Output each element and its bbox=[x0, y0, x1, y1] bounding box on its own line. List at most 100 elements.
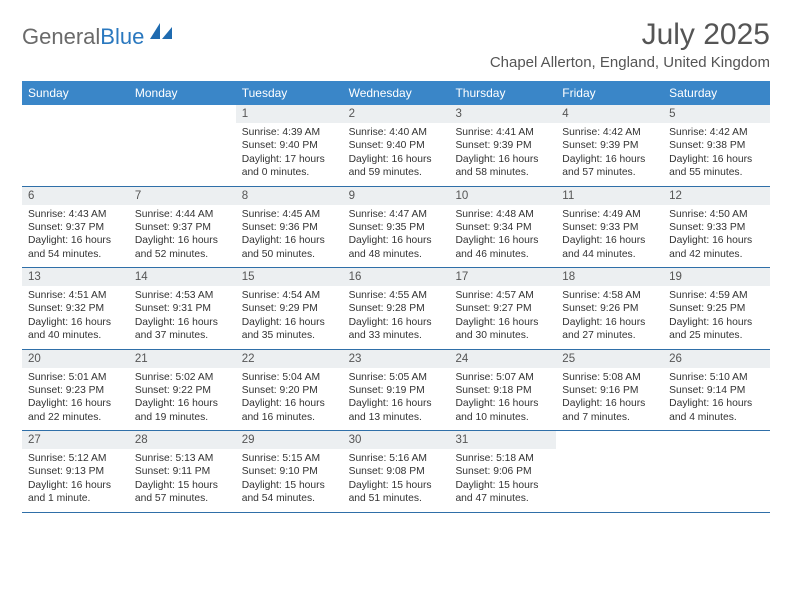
brand-logo: GeneralBlue bbox=[22, 24, 174, 50]
sunset-line: Sunset: 9:16 PM bbox=[562, 384, 657, 397]
day-number: 9 bbox=[343, 187, 450, 205]
daylight-line: Daylight: 16 hours and 16 minutes. bbox=[242, 397, 337, 424]
day-cell: 27Sunrise: 5:12 AMSunset: 9:13 PMDayligh… bbox=[22, 431, 129, 512]
sunset-line: Sunset: 9:36 PM bbox=[242, 221, 337, 234]
daylight-line: Daylight: 16 hours and 33 minutes. bbox=[349, 316, 444, 343]
day-number: 21 bbox=[129, 350, 236, 368]
day-body: Sunrise: 5:08 AMSunset: 9:16 PMDaylight:… bbox=[556, 368, 663, 431]
sunset-line: Sunset: 9:10 PM bbox=[242, 465, 337, 478]
day-cell: 3Sunrise: 4:41 AMSunset: 9:39 PMDaylight… bbox=[449, 105, 556, 186]
sunrise-line: Sunrise: 5:04 AM bbox=[242, 371, 337, 384]
day-body: Sunrise: 4:45 AMSunset: 9:36 PMDaylight:… bbox=[236, 205, 343, 268]
sunrise-line: Sunrise: 4:41 AM bbox=[455, 126, 550, 139]
sunrise-line: Sunrise: 5:05 AM bbox=[349, 371, 444, 384]
day-body bbox=[129, 111, 236, 165]
sunrise-line: Sunrise: 5:15 AM bbox=[242, 452, 337, 465]
calendar-page: GeneralBlue July 2025 Chapel Allerton, E… bbox=[0, 0, 792, 523]
day-cell: 22Sunrise: 5:04 AMSunset: 9:20 PMDayligh… bbox=[236, 350, 343, 431]
day-cell: 23Sunrise: 5:05 AMSunset: 9:19 PMDayligh… bbox=[343, 350, 450, 431]
day-number: 26 bbox=[663, 350, 770, 368]
sunset-line: Sunset: 9:23 PM bbox=[28, 384, 123, 397]
daylight-line: Daylight: 16 hours and 35 minutes. bbox=[242, 316, 337, 343]
day-number: 18 bbox=[556, 268, 663, 286]
day-cell: 29Sunrise: 5:15 AMSunset: 9:10 PMDayligh… bbox=[236, 431, 343, 512]
day-number: 13 bbox=[22, 268, 129, 286]
sunrise-line: Sunrise: 4:59 AM bbox=[669, 289, 764, 302]
daylight-line: Daylight: 16 hours and 22 minutes. bbox=[28, 397, 123, 424]
day-cell: 13Sunrise: 4:51 AMSunset: 9:32 PMDayligh… bbox=[22, 268, 129, 349]
day-body: Sunrise: 4:58 AMSunset: 9:26 PMDaylight:… bbox=[556, 286, 663, 349]
sunset-line: Sunset: 9:28 PM bbox=[349, 302, 444, 315]
day-body: Sunrise: 5:13 AMSunset: 9:11 PMDaylight:… bbox=[129, 449, 236, 512]
daylight-line: Daylight: 16 hours and 7 minutes. bbox=[562, 397, 657, 424]
day-cell: 4Sunrise: 4:42 AMSunset: 9:39 PMDaylight… bbox=[556, 105, 663, 186]
day-cell: 20Sunrise: 5:01 AMSunset: 9:23 PMDayligh… bbox=[22, 350, 129, 431]
dow-cell: Sunday bbox=[22, 81, 129, 105]
sunrise-line: Sunrise: 4:44 AM bbox=[135, 208, 230, 221]
day-number: 14 bbox=[129, 268, 236, 286]
dow-cell: Wednesday bbox=[343, 81, 450, 105]
sunset-line: Sunset: 9:33 PM bbox=[562, 221, 657, 234]
day-cell: 1Sunrise: 4:39 AMSunset: 9:40 PMDaylight… bbox=[236, 105, 343, 186]
day-cell: 16Sunrise: 4:55 AMSunset: 9:28 PMDayligh… bbox=[343, 268, 450, 349]
day-body: Sunrise: 4:41 AMSunset: 9:39 PMDaylight:… bbox=[449, 123, 556, 186]
day-body: Sunrise: 5:16 AMSunset: 9:08 PMDaylight:… bbox=[343, 449, 450, 512]
day-body: Sunrise: 4:53 AMSunset: 9:31 PMDaylight:… bbox=[129, 286, 236, 349]
dow-cell: Thursday bbox=[449, 81, 556, 105]
day-cell bbox=[663, 431, 770, 512]
day-number: 23 bbox=[343, 350, 450, 368]
day-number: 30 bbox=[343, 431, 450, 449]
day-body: Sunrise: 4:50 AMSunset: 9:33 PMDaylight:… bbox=[663, 205, 770, 268]
day-cell: 19Sunrise: 4:59 AMSunset: 9:25 PMDayligh… bbox=[663, 268, 770, 349]
sunset-line: Sunset: 9:18 PM bbox=[455, 384, 550, 397]
day-cell: 26Sunrise: 5:10 AMSunset: 9:14 PMDayligh… bbox=[663, 350, 770, 431]
day-cell: 11Sunrise: 4:49 AMSunset: 9:33 PMDayligh… bbox=[556, 187, 663, 268]
day-cell: 5Sunrise: 4:42 AMSunset: 9:38 PMDaylight… bbox=[663, 105, 770, 186]
daylight-line: Daylight: 17 hours and 0 minutes. bbox=[242, 153, 337, 180]
day-cell: 24Sunrise: 5:07 AMSunset: 9:18 PMDayligh… bbox=[449, 350, 556, 431]
dow-cell: Saturday bbox=[663, 81, 770, 105]
title-block: July 2025 Chapel Allerton, England, Unit… bbox=[490, 18, 770, 71]
brand-part1: General bbox=[22, 24, 100, 50]
sunset-line: Sunset: 9:38 PM bbox=[669, 139, 764, 152]
day-body: Sunrise: 5:12 AMSunset: 9:13 PMDaylight:… bbox=[22, 449, 129, 512]
daylight-line: Daylight: 16 hours and 25 minutes. bbox=[669, 316, 764, 343]
daylight-line: Daylight: 16 hours and 59 minutes. bbox=[349, 153, 444, 180]
sunrise-line: Sunrise: 5:13 AM bbox=[135, 452, 230, 465]
dow-cell: Monday bbox=[129, 81, 236, 105]
day-cell: 25Sunrise: 5:08 AMSunset: 9:16 PMDayligh… bbox=[556, 350, 663, 431]
sunrise-line: Sunrise: 4:42 AM bbox=[669, 126, 764, 139]
day-body: Sunrise: 4:49 AMSunset: 9:33 PMDaylight:… bbox=[556, 205, 663, 268]
page-header: GeneralBlue July 2025 Chapel Allerton, E… bbox=[22, 18, 770, 71]
daylight-line: Daylight: 16 hours and 19 minutes. bbox=[135, 397, 230, 424]
sunset-line: Sunset: 9:31 PM bbox=[135, 302, 230, 315]
sunrise-line: Sunrise: 4:49 AM bbox=[562, 208, 657, 221]
sunrise-line: Sunrise: 5:16 AM bbox=[349, 452, 444, 465]
sunrise-line: Sunrise: 4:42 AM bbox=[562, 126, 657, 139]
day-body: Sunrise: 4:43 AMSunset: 9:37 PMDaylight:… bbox=[22, 205, 129, 268]
day-body: Sunrise: 5:18 AMSunset: 9:06 PMDaylight:… bbox=[449, 449, 556, 512]
day-number: 31 bbox=[449, 431, 556, 449]
sunset-line: Sunset: 9:20 PM bbox=[242, 384, 337, 397]
day-number: 17 bbox=[449, 268, 556, 286]
daylight-line: Daylight: 16 hours and 10 minutes. bbox=[455, 397, 550, 424]
sunrise-line: Sunrise: 4:58 AM bbox=[562, 289, 657, 302]
day-cell: 17Sunrise: 4:57 AMSunset: 9:27 PMDayligh… bbox=[449, 268, 556, 349]
sunset-line: Sunset: 9:32 PM bbox=[28, 302, 123, 315]
day-number: 4 bbox=[556, 105, 663, 123]
daylight-line: Daylight: 16 hours and 30 minutes. bbox=[455, 316, 550, 343]
sunrise-line: Sunrise: 4:48 AM bbox=[455, 208, 550, 221]
daylight-line: Daylight: 16 hours and 42 minutes. bbox=[669, 234, 764, 261]
daylight-line: Daylight: 16 hours and 54 minutes. bbox=[28, 234, 123, 261]
sunset-line: Sunset: 9:14 PM bbox=[669, 384, 764, 397]
daylight-line: Daylight: 16 hours and 40 minutes. bbox=[28, 316, 123, 343]
week-row: 1Sunrise: 4:39 AMSunset: 9:40 PMDaylight… bbox=[22, 105, 770, 187]
sunrise-line: Sunrise: 5:18 AM bbox=[455, 452, 550, 465]
day-number: 20 bbox=[22, 350, 129, 368]
day-body: Sunrise: 5:05 AMSunset: 9:19 PMDaylight:… bbox=[343, 368, 450, 431]
day-cell bbox=[129, 105, 236, 186]
daylight-line: Daylight: 16 hours and 13 minutes. bbox=[349, 397, 444, 424]
daylight-line: Daylight: 15 hours and 51 minutes. bbox=[349, 479, 444, 506]
day-cell: 14Sunrise: 4:53 AMSunset: 9:31 PMDayligh… bbox=[129, 268, 236, 349]
day-number: 27 bbox=[22, 431, 129, 449]
